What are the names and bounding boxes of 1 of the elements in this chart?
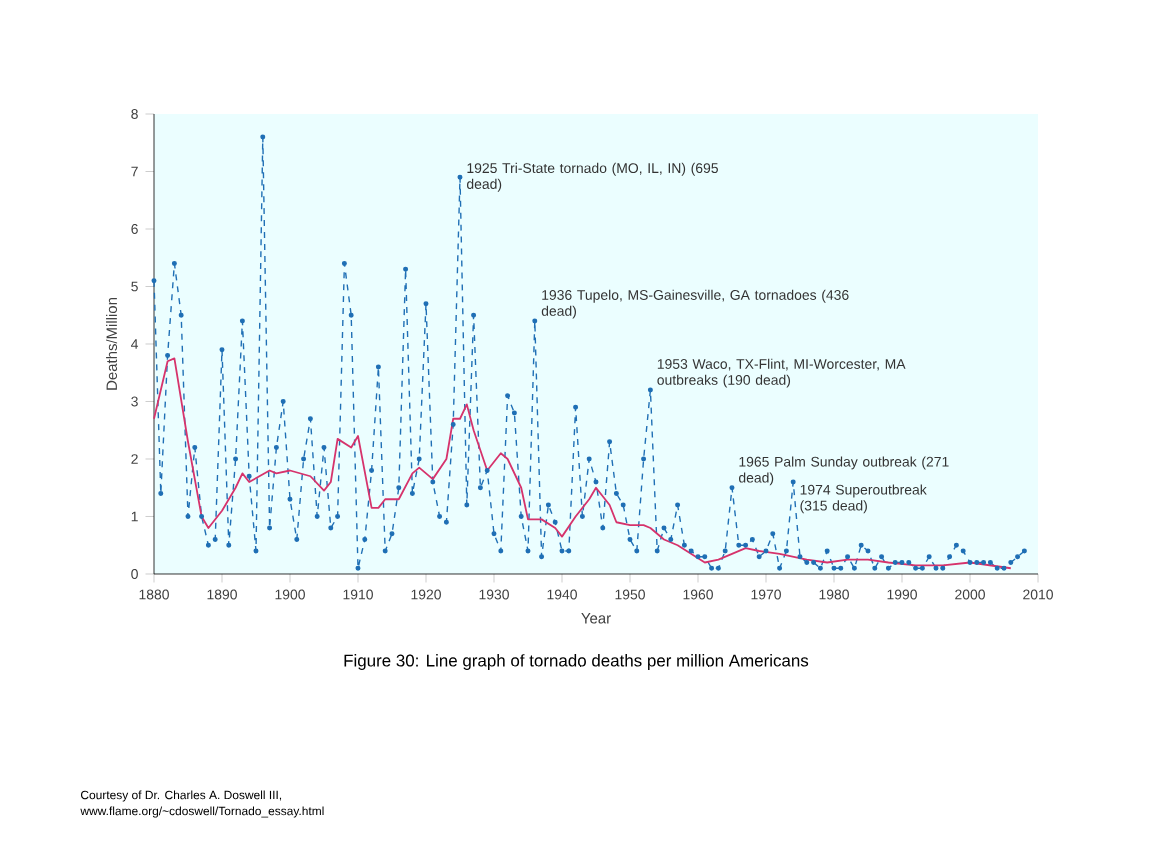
text: Figure 30: Line graph of tornado deaths per million Americans: [344, 654, 809, 670]
